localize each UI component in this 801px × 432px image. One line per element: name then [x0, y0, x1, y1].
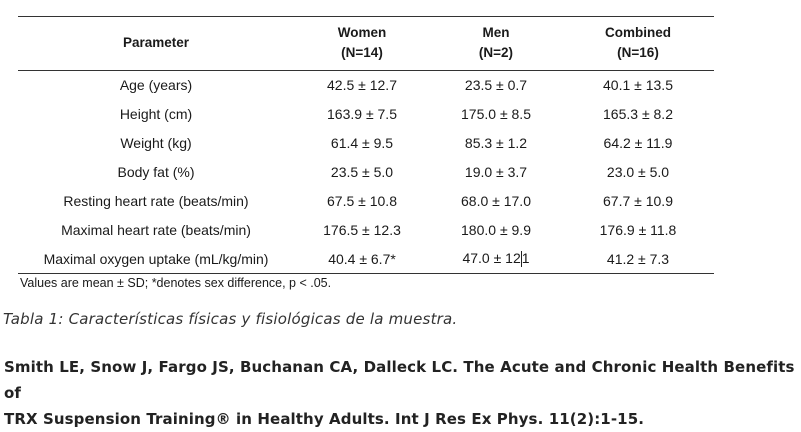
table-row: Maximal oxygen uptake (mL/kg/min) 40.4 ±…	[18, 244, 714, 273]
table-row: Resting heart rate (beats/min) 67.5 ± 10…	[18, 186, 714, 215]
header-parameter: Parameter	[122, 35, 190, 50]
cell-combined: 41.2 ± 7.3	[606, 250, 670, 267]
cell-parameter: Weight (kg)	[120, 134, 192, 151]
cell-women: 42.5 ± 12.7	[327, 76, 397, 93]
header-combined-n: (N=16)	[617, 45, 659, 60]
cell-combined: 64.2 ± 11.9	[603, 134, 673, 151]
table-header-row: Parameter Women (N=14) Men (N=2) Combine…	[18, 16, 714, 70]
cell-men: 23.5 ± 0.7	[464, 76, 528, 93]
cell-combined: 40.1 ± 13.5	[603, 76, 673, 93]
header-combined: Combined (N=16)	[562, 16, 714, 70]
cell-parameter: Body fat (%)	[117, 163, 195, 180]
cell-women: 61.4 ± 9.5	[330, 134, 394, 151]
cell-men: 85.3 ± 1.2	[464, 134, 528, 151]
header-women-n: (N=14)	[341, 45, 383, 60]
cell-men-text-b: 1	[521, 249, 530, 266]
cell-women: 176.5 ± 12.3	[323, 221, 401, 238]
cell-parameter: Age (years)	[119, 76, 193, 93]
cell-combined: 176.9 ± 11.8	[599, 221, 677, 238]
table-top-rule	[18, 16, 714, 17]
cell-men: 47.0 ± 121	[430, 244, 562, 273]
cell-women: 40.4 ± 6.7*	[328, 250, 396, 267]
cell-men-text-a: 47.0 ± 12	[462, 249, 521, 266]
table-row: Body fat (%) 23.5 ± 5.0 19.0 ± 3.7 23.0 …	[18, 157, 714, 186]
cell-combined: 165.3 ± 8.2	[603, 105, 673, 122]
table-row: Age (years) 42.5 ± 12.7 23.5 ± 0.7 40.1 …	[18, 70, 714, 99]
cell-men: 19.0 ± 3.7	[464, 163, 528, 180]
cell-men: 175.0 ± 8.5	[461, 105, 531, 122]
cell-men: 180.0 ± 9.9	[461, 221, 531, 238]
citation-line-1: Smith LE, Snow J, Fargo JS, Buchanan CA,…	[4, 358, 795, 402]
cell-parameter: Maximal oxygen uptake (mL/kg/min)	[43, 250, 269, 267]
cell-combined: 23.0 ± 5.0	[606, 163, 670, 180]
cell-men: 68.0 ± 17.0	[461, 192, 531, 209]
table-caption: Tabla 1: Características físicas y fisio…	[3, 310, 458, 328]
table-header-rule	[18, 70, 714, 71]
header-men: Men (N=2)	[430, 16, 562, 70]
table-row: Weight (kg) 61.4 ± 9.5 85.3 ± 1.2 64.2 ±…	[18, 128, 714, 157]
data-table-container: Parameter Women (N=14) Men (N=2) Combine…	[18, 16, 714, 274]
header-women-label: Women	[337, 25, 387, 40]
header-women: Women (N=14)	[294, 16, 430, 70]
table-row: Maximal heart rate (beats/min) 176.5 ± 1…	[18, 215, 714, 244]
table-footnote: Values are mean ± SD; *denotes sex diffe…	[20, 276, 332, 290]
header-combined-label: Combined	[605, 25, 671, 40]
cell-women: 23.5 ± 5.0	[330, 163, 394, 180]
cell-combined: 67.7 ± 10.9	[603, 192, 673, 209]
table-row: Height (cm) 163.9 ± 7.5 175.0 ± 8.5 165.…	[18, 99, 714, 128]
citation: Smith LE, Snow J, Fargo JS, Buchanan CA,…	[4, 354, 799, 432]
cell-parameter: Maximal heart rate (beats/min)	[61, 221, 251, 238]
cell-parameter: Height (cm)	[119, 105, 193, 122]
cell-women: 163.9 ± 7.5	[327, 105, 397, 122]
characteristics-table: Parameter Women (N=14) Men (N=2) Combine…	[18, 16, 714, 273]
table-bottom-rule	[18, 273, 714, 274]
header-men-n: (N=2)	[478, 45, 514, 60]
header-men-label: Men	[482, 25, 510, 40]
cell-women: 67.5 ± 10.8	[327, 192, 397, 209]
cell-parameter: Resting heart rate (beats/min)	[63, 192, 249, 209]
text-cursor	[520, 251, 522, 268]
